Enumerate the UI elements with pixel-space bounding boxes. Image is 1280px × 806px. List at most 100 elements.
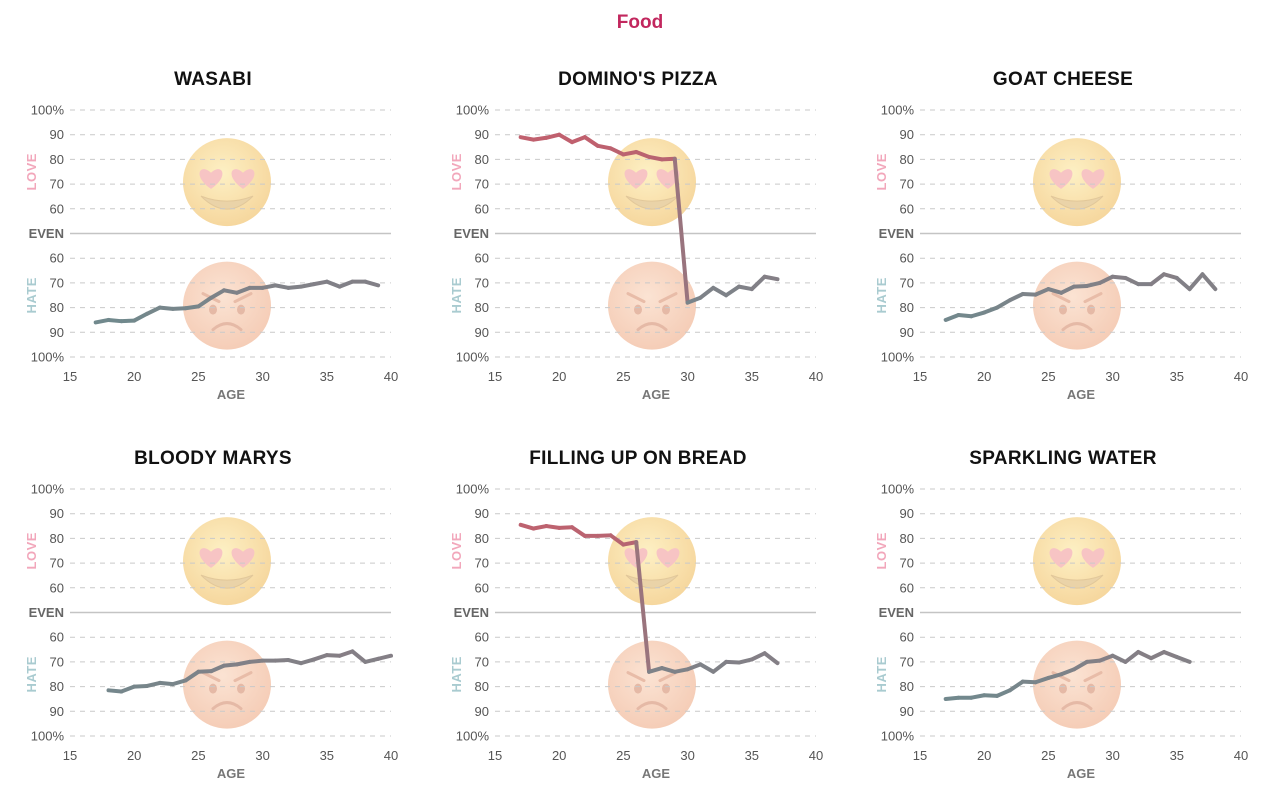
x-tick-label: 20 bbox=[977, 748, 991, 763]
series-segment bbox=[1174, 654, 1192, 664]
series-segment bbox=[157, 305, 175, 311]
x-tick-label: 35 bbox=[745, 369, 759, 384]
series-segment bbox=[196, 669, 214, 674]
x-tick-label: 25 bbox=[1041, 748, 1055, 763]
series-segment bbox=[762, 651, 780, 666]
series-segment bbox=[132, 311, 150, 323]
series-segment bbox=[1084, 658, 1102, 664]
x-tick-label: 20 bbox=[127, 748, 141, 763]
y-tick-label: 90 bbox=[900, 127, 914, 142]
series-segment bbox=[943, 695, 961, 701]
series-segment bbox=[685, 295, 703, 305]
y-tick-label: 100% bbox=[881, 350, 915, 365]
y-tick-label: 80 bbox=[900, 531, 914, 546]
x-tick-label: 20 bbox=[552, 369, 566, 384]
series-segment bbox=[749, 651, 767, 662]
heart-eyes-emoji-icon bbox=[183, 138, 271, 227]
series-segment bbox=[1097, 274, 1115, 285]
y-tick-label: 80 bbox=[900, 300, 914, 315]
y-tick-label: 100% bbox=[31, 103, 65, 118]
y-tick-label: 90 bbox=[475, 127, 489, 142]
y-tick-label: 60 bbox=[900, 201, 914, 216]
y-tick-label: 60 bbox=[900, 580, 914, 595]
series-segment bbox=[1072, 659, 1089, 672]
y-tick-label: 60 bbox=[900, 251, 914, 266]
y-tick-label: 60 bbox=[475, 630, 489, 645]
series-segment bbox=[311, 653, 329, 662]
y-tick-label: 90 bbox=[50, 506, 64, 521]
love-region-label: LOVE bbox=[24, 532, 39, 569]
y-tick-label: 80 bbox=[50, 152, 64, 167]
even-label: EVEN bbox=[29, 605, 64, 620]
x-tick-label: 40 bbox=[1234, 748, 1248, 763]
series-segment bbox=[1097, 653, 1115, 663]
x-tick-label: 35 bbox=[745, 748, 759, 763]
y-tick-label: 80 bbox=[475, 300, 489, 315]
chart-panel: WASABI 100% 90 80 70 60 EVEN 60 70 80 90 100% LOVE HA… bbox=[24, 69, 398, 402]
series-segment bbox=[1110, 274, 1128, 280]
series-line bbox=[518, 522, 780, 674]
series-segment bbox=[119, 318, 137, 324]
series-segment bbox=[634, 540, 652, 674]
x-tick-label: 40 bbox=[809, 369, 823, 384]
series-segment bbox=[1084, 280, 1102, 288]
series-segment bbox=[711, 659, 729, 674]
y-tick-label: 70 bbox=[475, 556, 489, 571]
series-segment bbox=[299, 282, 316, 289]
even-label: EVEN bbox=[879, 605, 914, 620]
series-segment bbox=[1007, 292, 1025, 303]
y-tick-label: 70 bbox=[50, 275, 64, 290]
y-tick-label: 100% bbox=[31, 729, 65, 744]
series-segment bbox=[621, 540, 639, 547]
series-segment bbox=[106, 688, 124, 694]
y-tick-label: 80 bbox=[900, 679, 914, 694]
series-segment bbox=[286, 658, 304, 666]
series-line bbox=[943, 272, 1218, 322]
y-tick-label: 100% bbox=[881, 103, 915, 118]
series-segment bbox=[311, 279, 329, 287]
y-tick-label: 80 bbox=[475, 152, 489, 167]
series-line bbox=[93, 279, 381, 325]
y-tick-label: 100% bbox=[456, 103, 490, 118]
y-tick-label: 80 bbox=[50, 300, 64, 315]
x-tick-label: 30 bbox=[680, 748, 694, 763]
series-segment bbox=[647, 666, 664, 674]
y-tick-label: 90 bbox=[475, 704, 489, 719]
x-tick-label: 15 bbox=[913, 748, 927, 763]
series-segment bbox=[570, 135, 587, 145]
y-tick-label: 80 bbox=[50, 679, 64, 694]
x-tick-label: 40 bbox=[809, 748, 823, 763]
hate-region-label: HATE bbox=[449, 656, 464, 692]
hate-region-label: HATE bbox=[24, 277, 39, 313]
x-tick-label: 25 bbox=[191, 748, 205, 763]
series-line bbox=[518, 132, 780, 305]
y-tick-label: 80 bbox=[50, 531, 64, 546]
series-segment bbox=[183, 304, 201, 311]
series-segment bbox=[1110, 653, 1128, 664]
series-segment bbox=[1149, 650, 1166, 661]
series-segment bbox=[324, 279, 342, 289]
series-segment bbox=[1187, 272, 1205, 292]
series-segment bbox=[724, 284, 741, 298]
series-segment bbox=[337, 279, 355, 289]
heart-eyes-emoji-icon bbox=[1033, 138, 1121, 227]
y-tick-label: 60 bbox=[50, 630, 64, 645]
angry-face-emoji-icon bbox=[1033, 640, 1121, 729]
x-axis-label: AGE bbox=[217, 766, 246, 781]
series-segment bbox=[363, 656, 381, 664]
x-tick-label: 15 bbox=[913, 369, 927, 384]
angry-face-emoji-icon bbox=[183, 261, 271, 350]
series-segment bbox=[132, 683, 150, 689]
chart-panel: BLOODY MARYS 100% 90 80 70 60 EVEN 60 70 80 90 100%… bbox=[24, 448, 398, 781]
x-tick-label: 15 bbox=[63, 748, 77, 763]
series-segment bbox=[222, 288, 239, 295]
x-tick-label: 25 bbox=[616, 748, 630, 763]
x-tick-label: 30 bbox=[1105, 748, 1119, 763]
x-tick-label: 25 bbox=[191, 369, 205, 384]
series-segment bbox=[518, 135, 536, 142]
chart-title: FILLING UP ON BREAD bbox=[529, 448, 747, 469]
series-segment bbox=[724, 659, 741, 665]
series-segment bbox=[273, 658, 291, 663]
heart-eyes-emoji-icon bbox=[608, 517, 696, 606]
series-segment bbox=[209, 288, 227, 300]
